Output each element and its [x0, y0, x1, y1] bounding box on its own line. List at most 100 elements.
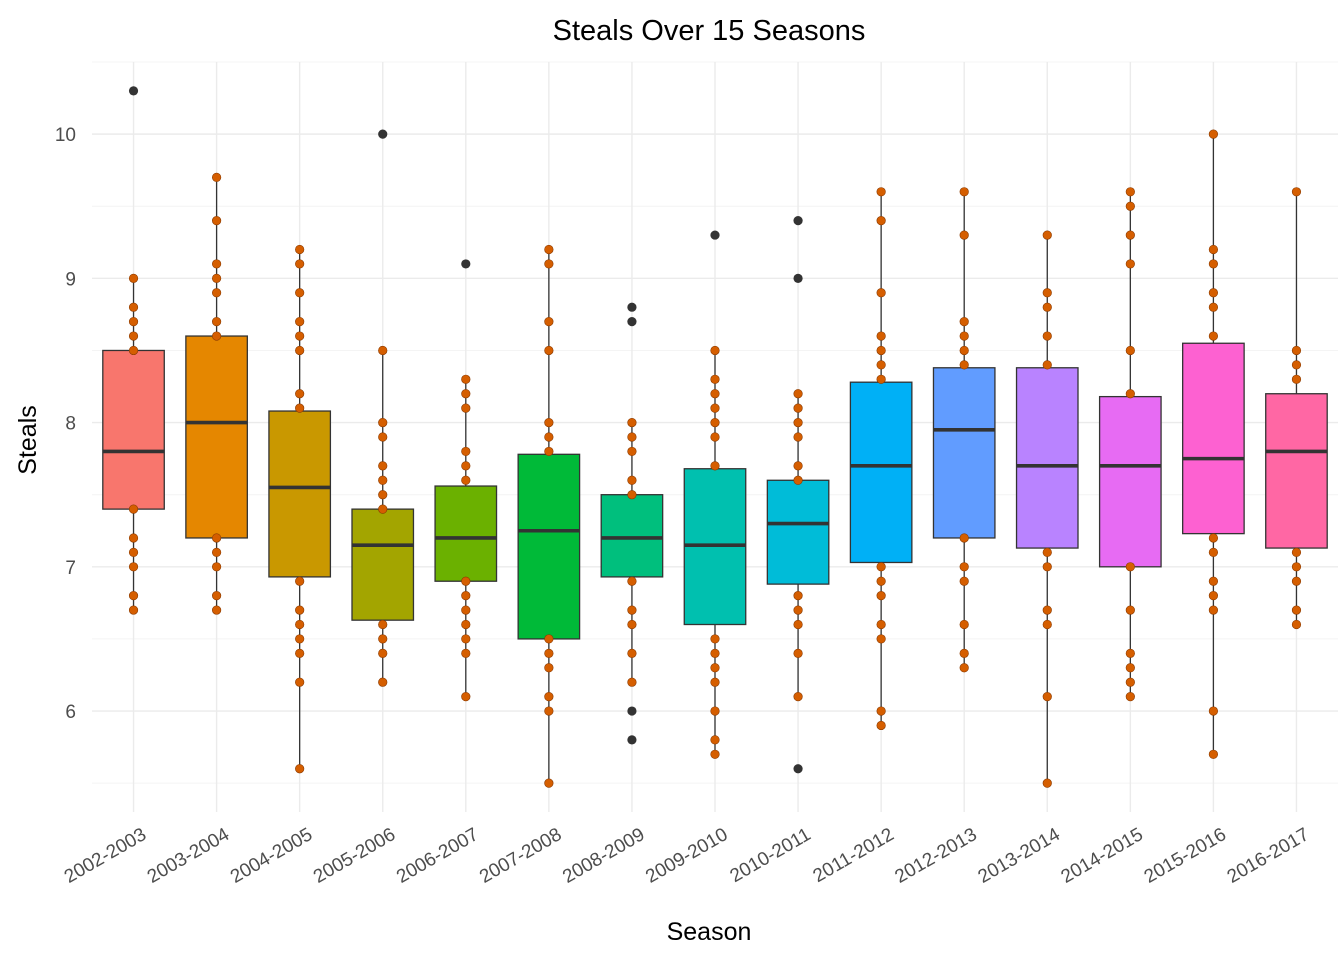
data-point — [1291, 576, 1302, 586]
box-2007-2008 — [517, 244, 581, 788]
y-tick-label: 10 — [55, 125, 76, 146]
data-point — [627, 605, 637, 615]
data-point — [544, 317, 554, 327]
data-point — [1208, 547, 1218, 557]
data-point — [627, 446, 637, 457]
data-point — [378, 461, 388, 471]
box-2002-2003 — [102, 86, 165, 615]
data-point — [1291, 562, 1302, 572]
data-point — [378, 648, 388, 658]
data-point — [1208, 244, 1218, 255]
data-point — [461, 619, 471, 630]
x-tick-label: 2006-2007 — [393, 824, 482, 888]
data-point — [128, 605, 139, 615]
data-point — [378, 634, 388, 644]
data-point — [544, 244, 554, 255]
data-point — [793, 605, 803, 615]
data-point — [461, 648, 471, 658]
box-2008-2009 — [600, 302, 664, 745]
data-point — [876, 187, 886, 197]
data-point — [461, 446, 471, 457]
data-point — [295, 677, 305, 687]
box-2014-2015 — [1098, 187, 1162, 702]
data-point — [212, 533, 222, 543]
x-tick-label: 2002-2003 — [61, 824, 150, 888]
data-point — [710, 634, 720, 644]
data-point — [710, 749, 720, 759]
data-point — [295, 345, 305, 356]
data-point — [295, 764, 305, 774]
data-point — [544, 692, 554, 702]
data-point — [1125, 692, 1135, 702]
data-point — [295, 634, 305, 644]
data-point — [627, 677, 637, 687]
data-point — [544, 663, 554, 673]
iqr-box — [434, 485, 498, 582]
outlier-point — [793, 273, 803, 283]
data-point — [793, 432, 803, 442]
data-point — [876, 331, 886, 341]
data-point — [710, 677, 720, 687]
x-tick-label: 2007-2008 — [476, 824, 565, 888]
data-point — [876, 345, 886, 356]
data-point — [959, 576, 969, 586]
box-2011-2012 — [849, 187, 913, 731]
data-point — [1291, 187, 1302, 197]
y-tick-label: 6 — [65, 702, 76, 723]
data-point — [959, 331, 969, 341]
data-point — [1125, 605, 1135, 615]
data-point — [378, 677, 388, 687]
data-point — [295, 244, 305, 255]
data-point — [212, 317, 222, 327]
iqr-box — [1015, 367, 1079, 549]
data-point — [793, 461, 803, 471]
data-point — [627, 475, 637, 485]
outlier-point — [128, 86, 139, 96]
data-point — [128, 562, 139, 572]
chart-title: Steals Over 15 Seasons — [553, 15, 866, 47]
iqr-box — [517, 453, 581, 640]
data-point — [710, 374, 720, 384]
data-point — [1042, 562, 1052, 572]
iqr-box — [849, 381, 913, 564]
iqr-box — [1098, 395, 1162, 568]
data-point — [876, 288, 886, 298]
data-point — [544, 706, 554, 716]
data-point — [461, 591, 471, 601]
outlier-point — [627, 735, 637, 745]
box-2015-2016 — [1182, 129, 1245, 759]
data-point — [212, 605, 222, 615]
y-tick-label: 9 — [65, 269, 76, 290]
data-point — [876, 576, 886, 586]
x-tick-label: 2004-2005 — [227, 824, 316, 888]
data-point — [1042, 619, 1052, 630]
data-point — [128, 331, 139, 341]
data-point — [710, 706, 720, 716]
data-point — [461, 374, 471, 384]
data-point — [295, 288, 305, 298]
data-point — [1125, 259, 1135, 269]
data-point — [959, 648, 969, 658]
data-point — [876, 720, 886, 731]
data-point — [1125, 345, 1135, 356]
data-point — [627, 417, 637, 428]
data-point — [1208, 576, 1218, 586]
iqr-box — [1265, 393, 1328, 549]
outlier-point — [627, 317, 637, 327]
data-point — [1042, 547, 1052, 557]
data-point — [378, 345, 388, 356]
data-point — [959, 187, 969, 197]
box-series — [102, 86, 1328, 788]
data-point — [710, 663, 720, 673]
data-point — [1042, 360, 1052, 370]
data-point — [1291, 374, 1302, 384]
data-point — [1208, 129, 1218, 139]
data-point — [1042, 605, 1052, 615]
x-tick-label: 2009-2010 — [642, 824, 731, 888]
data-point — [1208, 288, 1218, 298]
data-point — [959, 360, 969, 370]
data-point — [544, 778, 554, 788]
data-point — [544, 432, 554, 442]
data-point — [1042, 778, 1052, 788]
data-point — [876, 706, 886, 716]
